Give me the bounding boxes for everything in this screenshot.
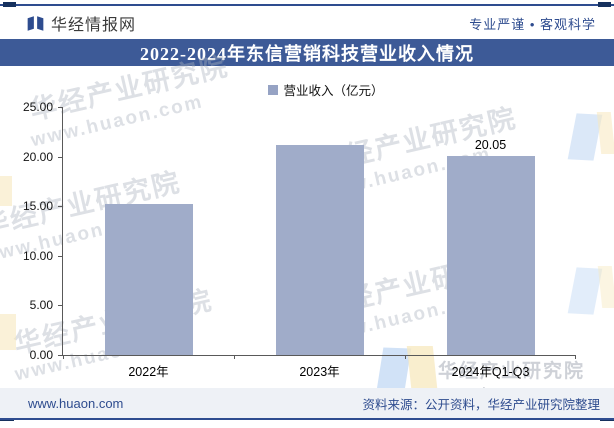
x-axis-category-label: 2024年Q1-Q3: [451, 365, 530, 379]
x-axis-tick-mark: [234, 355, 235, 359]
y-axis-tick-mark: [58, 305, 62, 307]
legend-item: 营业收入（亿元）: [268, 80, 384, 99]
bar-2023年: [275, 144, 364, 355]
y-axis-tick-label: 5.00: [29, 298, 53, 313]
bar-value-label: 20.05: [474, 138, 507, 153]
bar-chart-plot-area: 2022年 2023年 20.05 2024年Q1-Q3: [62, 107, 576, 379]
bar-2024年Q1-Q3: [446, 156, 535, 355]
bottom-divider-line: [0, 418, 614, 420]
header-tagline: 专业严谨 • 客观科学: [469, 16, 596, 32]
y-axis-tick-label: 20.00: [22, 149, 53, 164]
y-axis-tick-label: 25.00: [22, 100, 53, 114]
y-axis-tick-mark: [58, 156, 62, 158]
y-axis-tick-label: 15.00: [22, 199, 53, 214]
x-axis-tick-mark: [405, 355, 406, 359]
watermark-logo-icon: [596, 112, 614, 154]
y-axis-tick-mark: [58, 255, 62, 257]
y-axis-tick-mark: [58, 355, 62, 356]
x-axis-tick-mark: [63, 355, 64, 359]
legend-label: 营业收入（亿元）: [283, 84, 384, 98]
chart-title: 2022-2024年东信营销科技营业收入情况: [140, 43, 474, 64]
x-axis-tick-mark: [575, 355, 576, 359]
legend-marker-swatch: [268, 84, 279, 95]
header-bar: 华经情报网 专业严谨 • 客观科学: [0, 8, 614, 38]
chart-legend: 营业收入（亿元）: [0, 80, 614, 99]
y-axis-tick-mark: [58, 107, 62, 108]
top-divider-line: [0, 4, 614, 6]
watermark-logo-icon: [597, 266, 614, 308]
y-axis-tick-mark: [58, 206, 62, 208]
top-divider-cap-right: [598, 2, 611, 7]
bar-2022年: [104, 204, 193, 355]
title-banner: 2022-2024年东信营销科技营业收入情况: [0, 39, 614, 66]
y-axis-tick-label: 0.00: [29, 348, 53, 362]
x-axis-category-label: 2023年: [299, 365, 340, 379]
footer-source-note: 资料来源：公开资料，华经产业研究院整理: [362, 397, 600, 412]
footer-bar: www.huaon.com 资料来源：公开资料，华经产业研究院整理: [0, 388, 614, 418]
brand-name: 华经情报网: [51, 17, 137, 34]
huajing-logo-icon: [27, 15, 44, 31]
footer-website: www.huaon.com: [28, 395, 124, 411]
x-axis-category-label: 2022年: [128, 365, 169, 379]
watermark-logo-icon: [0, 314, 16, 350]
y-axis-tick-label: 10.00: [22, 248, 53, 263]
top-divider-cap-left: [3, 2, 16, 7]
